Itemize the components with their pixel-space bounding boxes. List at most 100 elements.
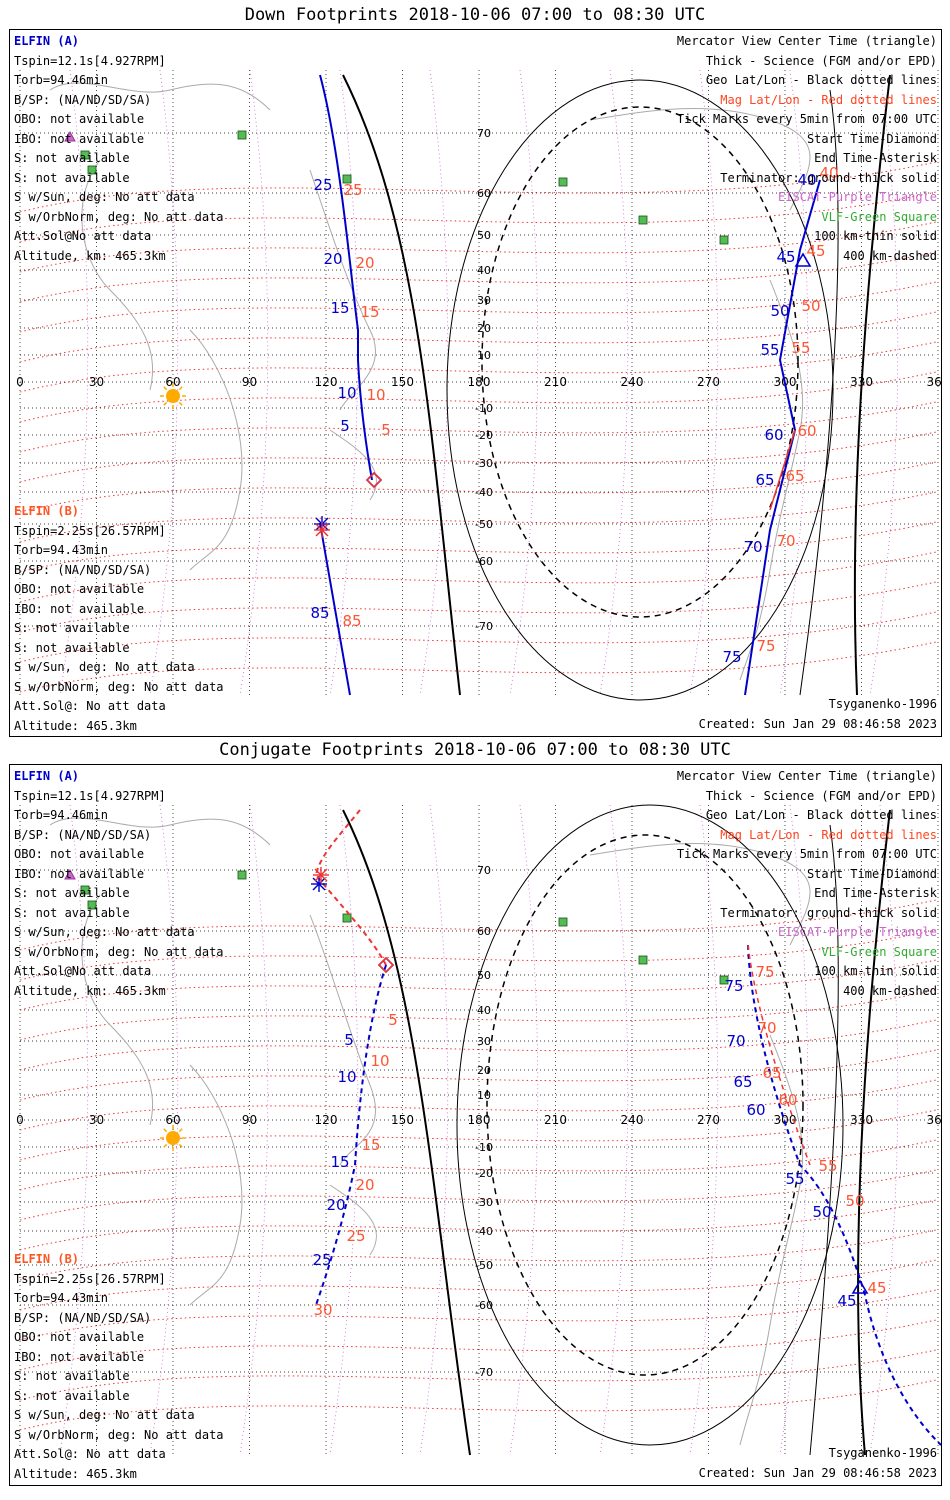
elfin-b-line: B/SP: (NA/ND/SD/SA) bbox=[14, 1310, 152, 1325]
tick-label-blue: 60 bbox=[764, 426, 783, 444]
mag-parallel bbox=[19, 1199, 937, 1251]
coastline bbox=[189, 1064, 243, 1306]
lon-label: 360 bbox=[927, 375, 941, 389]
legend-line: Thick - Science (FGM and/or EPD) bbox=[705, 53, 937, 68]
elfin-a-line: IBO: not available bbox=[14, 131, 145, 146]
tick-label-blue: 70 bbox=[743, 538, 762, 556]
legend-line: EISCAT-Purple Triangle bbox=[778, 925, 937, 939]
lat-label: 10 bbox=[477, 1089, 491, 1102]
tick-label-blue: 50 bbox=[812, 1203, 831, 1221]
vlf-green-square bbox=[80, 150, 90, 160]
tick-label-blue: 10 bbox=[337, 384, 356, 402]
elfin-b-line: B/SP: (NA/ND/SD/SA) bbox=[14, 562, 152, 577]
elfin-b-line: S: not available bbox=[14, 1388, 130, 1403]
tick-label-blue: 5 bbox=[344, 1031, 354, 1049]
elfin-a-line: S: not available bbox=[14, 151, 130, 165]
tick-label-blue: 5 bbox=[340, 417, 350, 435]
sun-ray bbox=[178, 386, 183, 391]
vlf-green-square bbox=[87, 900, 97, 910]
conjugate-footprints-map: 0306090120150180210240270300330360706050… bbox=[9, 764, 942, 1486]
terminator-line bbox=[857, 809, 891, 1456]
mag-parallel bbox=[19, 611, 937, 663]
start-diamond bbox=[377, 956, 395, 974]
lat-label: 60 bbox=[477, 925, 491, 938]
mag-meridian bbox=[239, 804, 269, 1456]
mag-meridian bbox=[779, 804, 809, 1456]
mag-meridian bbox=[239, 69, 269, 696]
tick-label-red: 25 bbox=[346, 1227, 365, 1245]
sun-ray bbox=[163, 401, 168, 406]
legend-line: 400 km-dashed bbox=[843, 248, 937, 263]
elfin-b-line: Torb=94.43min bbox=[14, 543, 108, 557]
elfin-b-label: ELFIN (B) bbox=[14, 504, 80, 518]
lat-label: -30 bbox=[475, 457, 493, 470]
tick-label-red: 55 bbox=[791, 339, 810, 357]
tick-label-blue: 60 bbox=[746, 1101, 765, 1119]
mag-parallel bbox=[19, 1349, 937, 1401]
lat-label: 70 bbox=[477, 864, 491, 877]
sun-ray bbox=[163, 1128, 168, 1133]
sun-ray bbox=[178, 401, 183, 406]
elfin-b-line: S w/OrbNorm, deg: No att data bbox=[14, 679, 224, 694]
coastline bbox=[329, 1184, 377, 1256]
tick-label-red: 45 bbox=[867, 1279, 886, 1297]
lat-label: -30 bbox=[475, 1196, 493, 1209]
elfin-a-line: Altitude, km: 465.3km bbox=[14, 983, 166, 998]
mag-meridian bbox=[149, 804, 179, 1456]
elfin-a-track-east bbox=[747, 944, 941, 1446]
mag-meridian bbox=[599, 804, 629, 1456]
tick-label-blue: 55 bbox=[760, 341, 779, 359]
end-asterisk bbox=[315, 523, 329, 537]
elfin-a-label: ELFIN (A) bbox=[14, 34, 80, 48]
lat-label: -50 bbox=[475, 518, 493, 531]
elfin-b-line: Att.Sol@: No att data bbox=[14, 699, 166, 713]
mag-parallel bbox=[19, 1079, 937, 1131]
terminator-line bbox=[342, 74, 461, 696]
tick-label-red: 30 bbox=[313, 1301, 332, 1319]
limit-100km bbox=[799, 89, 839, 696]
end-asterisk bbox=[312, 877, 326, 891]
panel-2-title: Conjugate Footprints 2018-10-06 07:00 to… bbox=[219, 740, 731, 760]
lat-label: -60 bbox=[475, 555, 493, 568]
down-footprints-map: 0306090120150180210240270300330360706050… bbox=[9, 29, 942, 737]
lat-label: -10 bbox=[475, 1141, 493, 1154]
legend-line: VLF-Green Square bbox=[821, 209, 937, 224]
elfin-a-line: Att.Sol@No att data bbox=[14, 964, 152, 978]
lon-label: 330 bbox=[850, 1113, 873, 1127]
mag-meridian bbox=[59, 69, 89, 696]
lon-label: 120 bbox=[315, 375, 338, 389]
lon-label: 120 bbox=[315, 1113, 338, 1127]
vlf-green-square bbox=[342, 174, 352, 184]
elfin-a-line: Torb=94.46min bbox=[14, 73, 108, 87]
elfin-a-track bbox=[319, 74, 373, 481]
mag-parallel bbox=[19, 1019, 937, 1071]
map-footer-right: Tsyganenko-1996 Created: Sun Jan 29 08:4… bbox=[699, 695, 937, 734]
elfin-b-line: S: not available bbox=[14, 621, 130, 635]
mag-parallel bbox=[19, 221, 937, 273]
mag-meridian bbox=[869, 69, 899, 696]
sun-icon bbox=[166, 1131, 180, 1145]
legend-line: Terminator: ground-thick solid bbox=[720, 905, 937, 920]
mag-parallel bbox=[19, 641, 937, 693]
tick-label-red: 40 bbox=[819, 164, 838, 182]
model-label: Tsyganenko-1996 bbox=[828, 697, 937, 711]
elfin-b-line: Altitude: 465.3km bbox=[14, 1466, 137, 1481]
mag-parallel bbox=[19, 1109, 937, 1161]
mag-parallel bbox=[19, 461, 937, 513]
sun-ray bbox=[178, 1143, 183, 1148]
mag-parallel bbox=[19, 1379, 937, 1431]
elfin-b-line: Altitude: 465.3km bbox=[14, 718, 137, 733]
mag-parallel bbox=[19, 371, 937, 423]
tick-label-red: 65 bbox=[762, 1064, 781, 1082]
tick-label-blue: 25 bbox=[313, 176, 332, 194]
mag-parallel bbox=[19, 341, 937, 393]
tick-label-red: 45 bbox=[806, 242, 825, 260]
legend-line: Start Time-Diamond bbox=[806, 131, 937, 146]
coastline bbox=[309, 914, 376, 1166]
elfin-a-line: Tspin=12.1s[4.927RPM] bbox=[14, 788, 166, 803]
tick-label-red: 5 bbox=[388, 1011, 398, 1029]
terminator-line bbox=[853, 74, 891, 696]
mag-meridian bbox=[329, 69, 359, 696]
lat-label: -70 bbox=[475, 1366, 493, 1379]
lon-label: 150 bbox=[391, 1113, 414, 1127]
